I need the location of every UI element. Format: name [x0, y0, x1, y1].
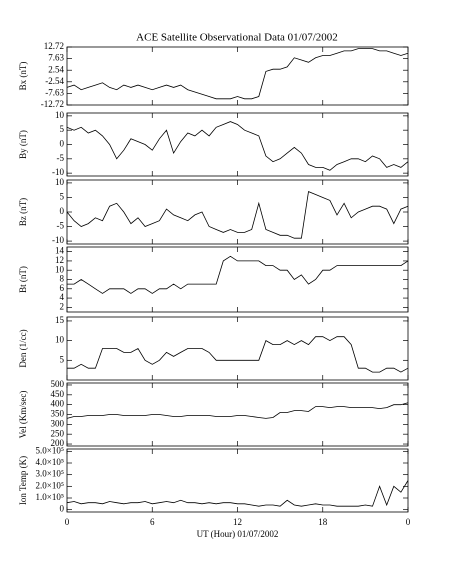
data-line	[67, 336, 409, 373]
y-axis-label: Ion Temp (K)	[18, 456, 28, 505]
y-tick-label: 12	[55, 255, 64, 265]
y-tick-label: 5	[60, 124, 65, 134]
y-tick-label: 5	[60, 354, 65, 364]
y-tick-label: -10	[52, 167, 64, 177]
x-tick-label: 12	[233, 517, 242, 527]
x-tick-label: 18	[318, 517, 328, 527]
y-tick-label: 8	[60, 274, 65, 284]
y-tick-label: -10	[52, 235, 64, 245]
y-tick-label: 200	[51, 438, 65, 448]
y-tick-label: 350	[51, 409, 65, 419]
y-tick-label: 400	[51, 399, 65, 409]
y-tick-label: 10	[55, 110, 65, 120]
y-tick-label: 2	[60, 301, 65, 311]
y-tick-label: 4.0×10⁵	[36, 457, 64, 467]
y-tick-label: 0	[60, 139, 65, 149]
y-tick-label: 250	[51, 428, 65, 438]
y-tick-label: 10	[55, 335, 65, 345]
y-tick-label: 2.0×10⁵	[36, 480, 64, 490]
y-axis-label: Bx (nT)	[18, 62, 28, 91]
x-axis-label: UT (Hour) 01/07/2002	[197, 529, 279, 539]
y-tick-label: 10	[55, 264, 65, 274]
y-axis-label: Bz (nT)	[18, 198, 28, 226]
y-tick-label: 5	[60, 192, 65, 202]
y-axis-label: Vel (Km/sec)	[18, 391, 28, 439]
y-tick-label: 10	[55, 177, 65, 187]
y-axis-label: By (nT)	[18, 130, 28, 159]
y-tick-label: -7.63	[45, 87, 64, 97]
y-tick-label: 2.54	[48, 64, 64, 74]
y-tick-label: -12.72	[41, 99, 64, 109]
y-tick-label: -2.54	[45, 76, 64, 86]
y-tick-label: 500	[51, 379, 65, 389]
panel-frame	[66, 316, 409, 381]
x-tick-label: 0	[65, 517, 70, 527]
y-tick-label: 300	[51, 418, 65, 428]
y-tick-label: 4	[60, 292, 65, 302]
data-line	[66, 480, 409, 507]
data-line	[66, 402, 409, 419]
panel-frame	[66, 179, 409, 245]
y-tick-label: 1.0×10⁵	[36, 492, 64, 502]
data-line	[66, 48, 409, 100]
x-tick-label: 6	[150, 517, 155, 527]
y-tick-label: 7.63	[48, 53, 64, 63]
y-tick-label: 0	[60, 504, 65, 514]
data-line	[66, 121, 409, 171]
panel-frame	[66, 112, 409, 177]
y-tick-label: 12.72	[44, 41, 64, 51]
data-line	[66, 191, 409, 239]
x-tick-label: 0	[406, 517, 411, 527]
y-tick-label: 5.0×10⁵	[36, 445, 64, 455]
y-tick-label: 14	[55, 246, 65, 256]
chart-title: ACE Satellite Observational Data 01/07/2…	[136, 32, 338, 44]
y-tick-label: 450	[51, 389, 65, 399]
y-tick-label: 6	[60, 283, 65, 293]
y-axis-label: Bt (nT)	[18, 266, 28, 293]
y-tick-label: 0	[60, 206, 65, 216]
y-axis-label: Den (1/cc)	[18, 329, 28, 367]
y-tick-label: -5	[57, 221, 65, 231]
data-line	[67, 255, 409, 294]
y-tick-label: -5	[57, 153, 65, 163]
y-tick-label: 15	[55, 315, 65, 325]
panel-frame	[66, 246, 409, 313]
y-tick-label: 3.0×10⁵	[36, 469, 64, 479]
